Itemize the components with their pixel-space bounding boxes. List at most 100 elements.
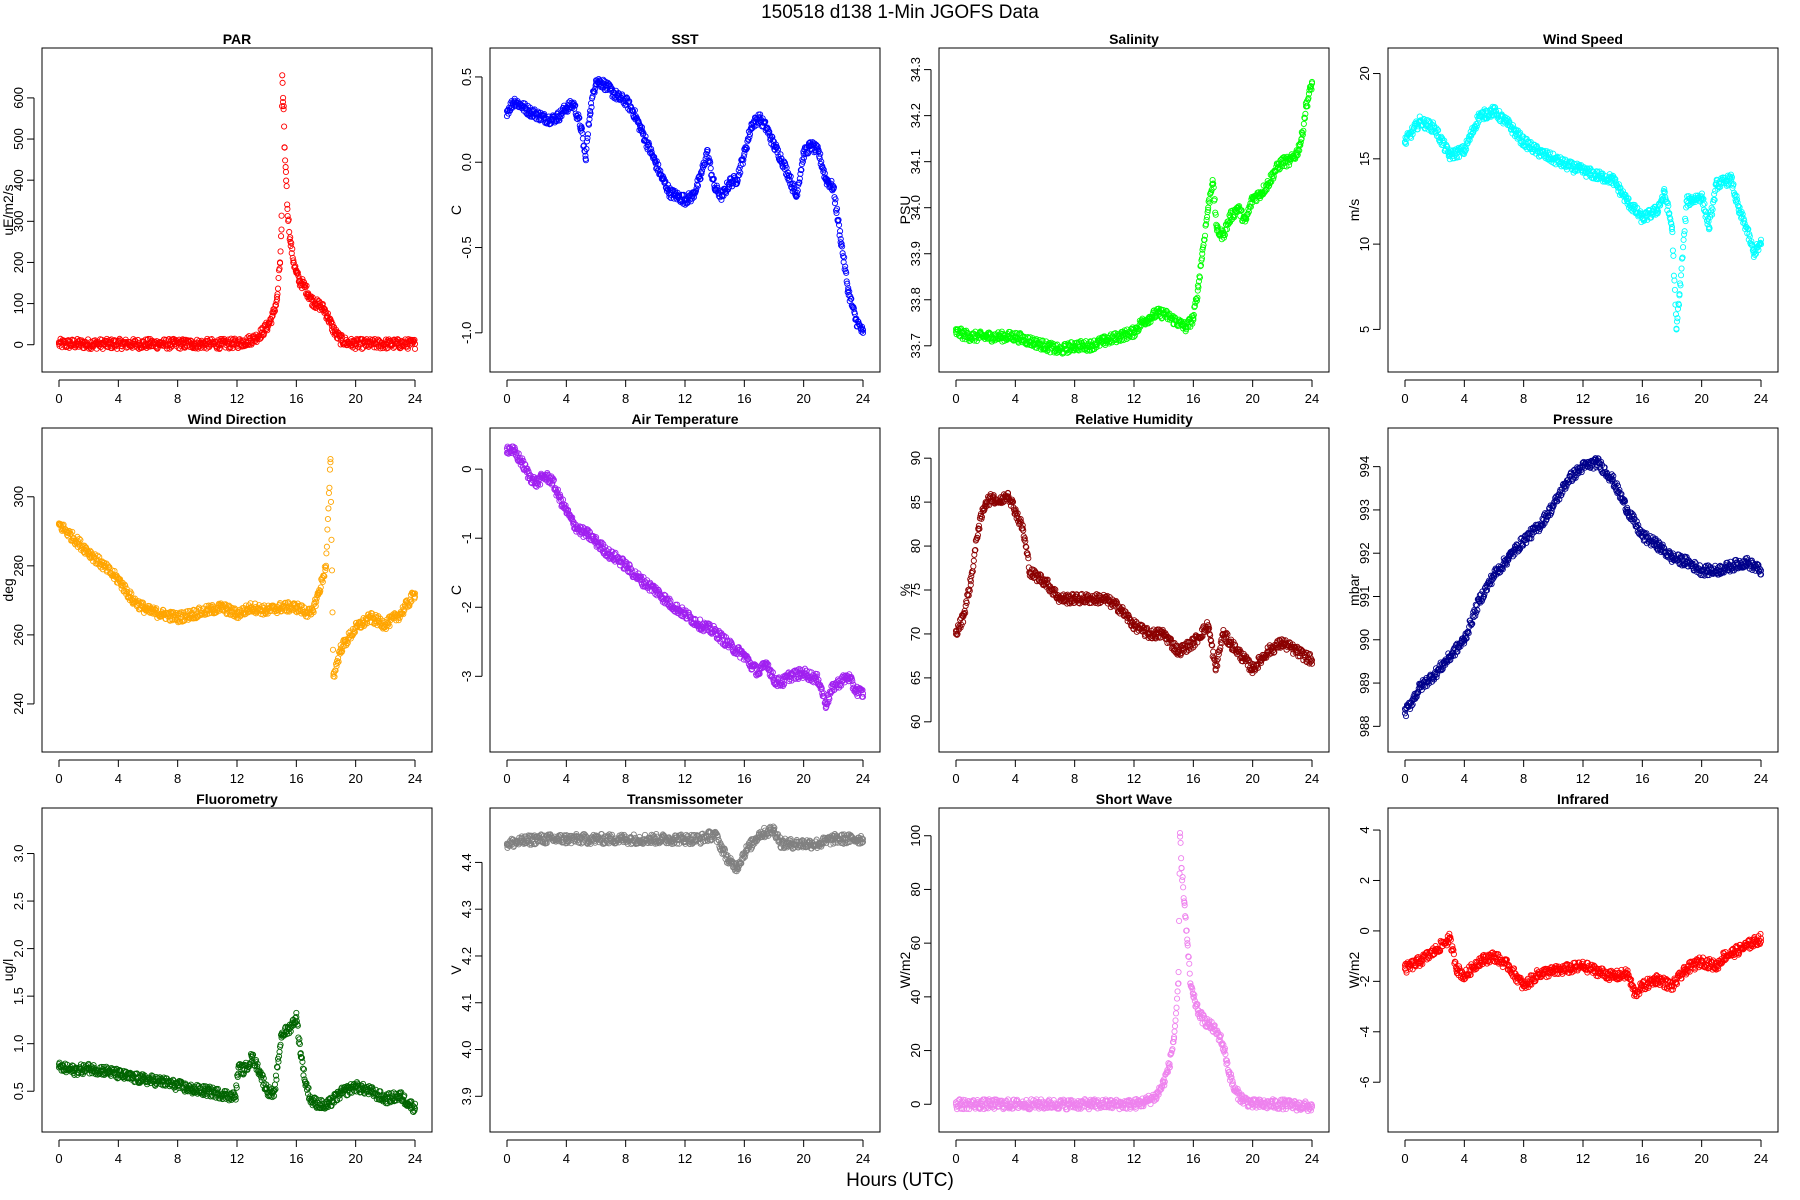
data-point (579, 135, 586, 142)
y-axis-label: uE/m2/s (0, 184, 16, 235)
data-point (745, 136, 752, 143)
data-point (740, 156, 747, 163)
x-tick-label: 4 (563, 771, 570, 786)
x-tick-label: 4 (115, 771, 122, 786)
x-tick-label: 16 (1186, 771, 1200, 786)
y-tick-label: 33.7 (908, 333, 923, 358)
data-point (739, 160, 746, 168)
x-tick-label: 20 (1245, 391, 1259, 406)
x-tick-label: 0 (952, 391, 959, 406)
y-tick-label: 0 (459, 466, 474, 473)
data-point (220, 335, 228, 342)
page-title: 150518 d138 1-Min JGOFS Data (761, 2, 1039, 23)
panel-title: SST (671, 31, 699, 47)
data-point (323, 543, 330, 550)
data-point (264, 327, 271, 334)
data-point (287, 238, 294, 245)
data-point (398, 342, 405, 350)
data-point (277, 248, 284, 255)
data-point (280, 94, 287, 101)
x-tick-label: 24 (1305, 391, 1319, 406)
data-point (631, 107, 638, 114)
data-point (327, 455, 334, 463)
data-point (583, 138, 591, 145)
data-point (275, 274, 282, 282)
data-point (279, 79, 286, 86)
data-point (411, 345, 419, 352)
data-point (286, 228, 293, 236)
data-point (648, 145, 655, 153)
data-point (689, 195, 696, 202)
data-point (319, 300, 326, 308)
data-point (588, 104, 595, 111)
x-tick-label: 4 (1012, 391, 1019, 406)
data-point (329, 609, 336, 616)
data-point (264, 323, 271, 330)
data-point (323, 550, 330, 557)
data-point (587, 110, 594, 117)
data-point (411, 336, 418, 343)
y-tick-label: -3 (459, 671, 474, 683)
panel-title: Wind Direction (188, 411, 287, 427)
y-tick-label: 100 (11, 293, 26, 315)
x-tick-label: 24 (856, 391, 870, 406)
data-point (1681, 228, 1688, 235)
x-tick-label: 8 (622, 391, 629, 406)
series-wind-speed (1401, 103, 1765, 333)
x-tick-label: 0 (55, 771, 62, 786)
data-point (324, 310, 331, 317)
data-point (583, 145, 590, 152)
y-tick-label: 500 (11, 128, 26, 150)
data-point (587, 108, 594, 115)
y-axis-label: m/s (1346, 199, 1362, 222)
data-point (325, 489, 332, 497)
data-point (859, 329, 867, 336)
data-point (741, 150, 748, 157)
y-tick-label: 33.9 (908, 241, 923, 266)
data-point (1025, 555, 1032, 562)
data-point (584, 135, 591, 142)
data-point (284, 212, 291, 220)
y-tick-label: 33.8 (908, 287, 923, 312)
data-point (597, 78, 604, 85)
x-tick-label: 0 (503, 771, 510, 786)
data-point (653, 158, 660, 165)
y-tick-label: 300 (11, 486, 26, 508)
data-point (1711, 191, 1718, 198)
x-tick-label: 8 (174, 391, 181, 406)
data-point (381, 343, 389, 350)
y-tick-label: -1 (459, 532, 474, 544)
data-point (328, 567, 336, 574)
data-point (328, 536, 335, 543)
x-tick-label: 24 (1754, 391, 1768, 406)
data-point (694, 182, 702, 189)
data-point (742, 146, 749, 153)
x-tick-label: 20 (796, 771, 810, 786)
x-tick-label: 16 (1635, 391, 1649, 406)
x-tick-label: 16 (289, 771, 303, 786)
x-tick-label: 20 (348, 771, 362, 786)
data-point (967, 581, 974, 588)
data-point (279, 98, 287, 106)
y-tick-label: 400 (11, 169, 26, 191)
data-point (1677, 272, 1685, 279)
data-point (692, 187, 699, 195)
data-point (693, 181, 701, 188)
data-point (282, 157, 289, 164)
series-sst (503, 75, 867, 336)
x-tick-label: 8 (622, 771, 629, 786)
data-point (375, 336, 382, 343)
y-tick-label: 0.0 (459, 153, 474, 171)
data-point (740, 153, 747, 160)
data-point (572, 102, 579, 109)
series-par (55, 72, 419, 352)
series-wind-direction (55, 455, 419, 680)
data-point (325, 505, 332, 512)
data-point (186, 343, 193, 351)
x-tick-label: 16 (737, 391, 751, 406)
data-point (746, 131, 753, 138)
data-point (284, 205, 291, 213)
y-tick-label: 60 (908, 715, 923, 729)
y-axis-label: C (448, 205, 464, 215)
x-tick-label: 0 (55, 391, 62, 406)
